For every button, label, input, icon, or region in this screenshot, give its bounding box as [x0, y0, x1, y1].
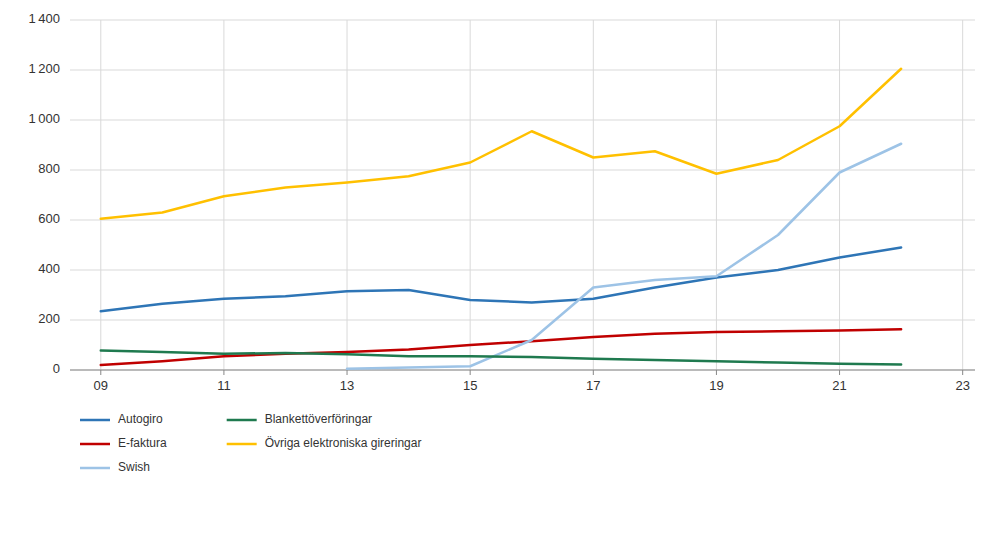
x-tick — [839, 370, 840, 375]
x-tick-label: 19 — [709, 378, 723, 393]
x-tick — [100, 370, 101, 375]
x-tick — [593, 370, 594, 375]
chart: 0 200 400 600 800 1 000 1 200 1 400 09 11 13 15 17 19… — [0, 0, 1000, 557]
x-tick — [223, 370, 224, 375]
x-tick — [470, 370, 471, 375]
y-tick-label: 400 — [38, 261, 60, 276]
y-tick-label: 200 — [38, 311, 60, 326]
legend-swatch — [80, 467, 110, 470]
x-grid-line — [347, 20, 348, 370]
legend-item: Blankettöverföringar — [227, 412, 372, 426]
x-axis: 09 11 13 15 17 19 21 23 — [70, 370, 975, 393]
series-line — [101, 248, 901, 312]
x-grid-line — [839, 20, 840, 370]
series-line — [101, 329, 901, 365]
y-tick-label: 1 400 — [28, 11, 60, 26]
x-tick — [962, 370, 963, 375]
x-tick-label: 11 — [217, 378, 231, 393]
x-tick — [716, 370, 717, 375]
legend-label: E-faktura — [118, 436, 167, 450]
y-tick-label: 1 200 — [28, 61, 60, 76]
legend-swatch — [227, 419, 257, 422]
legend: Autogiro E-faktura Swish Blankettöverföring… — [80, 412, 421, 474]
x-grid-line — [593, 20, 594, 370]
y-tick-label: 600 — [38, 211, 60, 226]
legend-item: Swish — [80, 460, 150, 474]
x-tick-label: 23 — [955, 378, 969, 393]
series-line — [101, 351, 901, 365]
y-tick-label: 0 — [53, 361, 60, 376]
x-tick-label: 17 — [586, 378, 600, 393]
legend-swatch — [80, 443, 110, 446]
series-line — [101, 69, 901, 219]
x-tick — [347, 370, 348, 375]
legend-item: E-faktura — [80, 436, 167, 450]
y-tick-label: 1 000 — [28, 111, 60, 126]
grid — [70, 20, 975, 370]
legend-label: Swish — [118, 460, 150, 474]
x-tick-label: 21 — [832, 378, 846, 393]
x-grid-line — [100, 20, 101, 370]
legend-label: Övriga elektroniska gireringar — [265, 436, 422, 450]
y-tick-label: 800 — [38, 161, 60, 176]
legend-swatch — [80, 419, 110, 422]
x-grid-line — [470, 20, 471, 370]
legend-swatch — [227, 443, 257, 446]
series-line — [347, 144, 901, 369]
lines — [101, 69, 901, 369]
legend-item: Autogiro — [80, 412, 163, 426]
x-grid-line — [962, 20, 963, 370]
x-tick-label: 09 — [94, 378, 108, 393]
legend-item: Övriga elektroniska gireringar — [227, 436, 422, 450]
x-tick-label: 13 — [340, 378, 354, 393]
y-axis: 0 200 400 600 800 1 000 1 200 1 400 — [28, 11, 60, 376]
legend-label: Autogiro — [118, 412, 163, 426]
x-tick-label: 15 — [463, 378, 477, 393]
legend-label: Blankettöverföringar — [265, 412, 372, 426]
x-grid-line — [716, 20, 717, 370]
